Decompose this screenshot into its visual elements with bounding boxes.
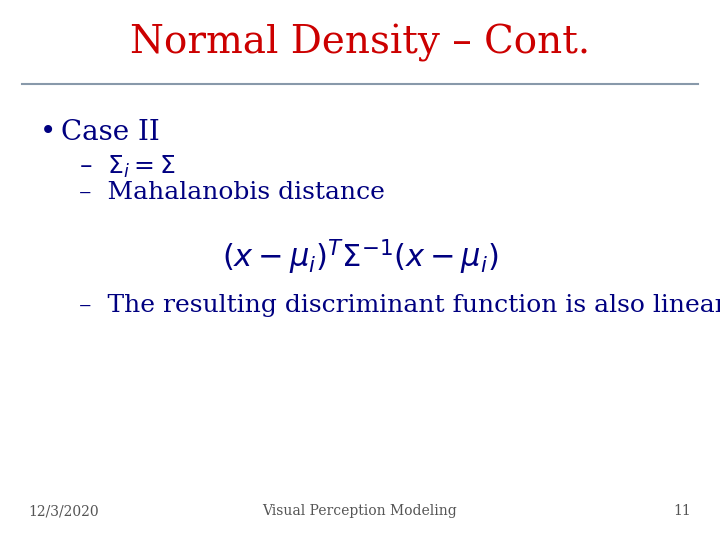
Text: 11: 11: [673, 504, 691, 518]
Text: –  The resulting discriminant function is also linear: – The resulting discriminant function is…: [79, 294, 720, 318]
Text: –  Mahalanobis distance: – Mahalanobis distance: [79, 181, 385, 204]
Text: Normal Density – Cont.: Normal Density – Cont.: [130, 24, 590, 62]
Text: •: •: [40, 119, 56, 146]
Text: –  $\Sigma_i = \Sigma$: – $\Sigma_i = \Sigma$: [79, 154, 176, 180]
Text: Case II: Case II: [61, 119, 160, 146]
Text: Visual Perception Modeling: Visual Perception Modeling: [263, 504, 457, 518]
Text: 12/3/2020: 12/3/2020: [29, 504, 99, 518]
Text: $(x - \mu_i)^T \Sigma^{-1}(x - \mu_i)$: $(x - \mu_i)^T \Sigma^{-1}(x - \mu_i)$: [222, 238, 498, 277]
